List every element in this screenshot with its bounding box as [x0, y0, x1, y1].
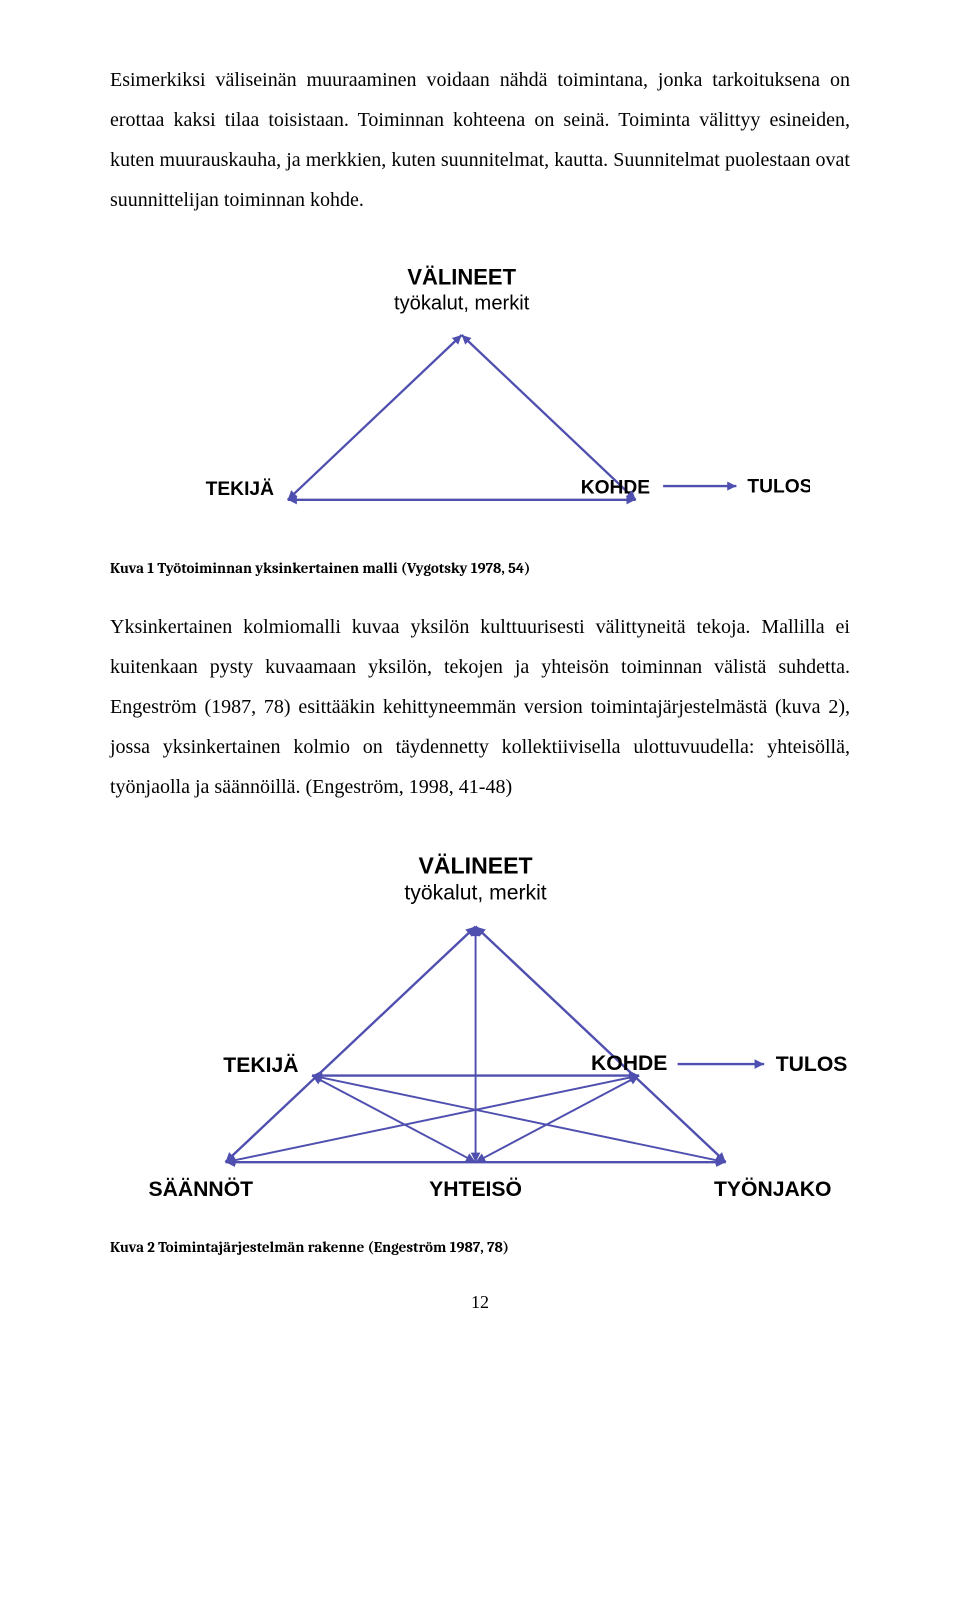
edge-top-left — [288, 335, 462, 500]
figure-1-caption: Kuva 1 Työtoiminnan yksinkertainen malli… — [110, 559, 850, 577]
edge-top-right — [462, 335, 636, 500]
paragraph-2: Yksinkertainen kolmiomalli kuvaa yksilön… — [110, 607, 850, 807]
arrowhead-icon — [727, 481, 736, 490]
edge-right-bleft — [225, 1076, 639, 1163]
figure-1: VÄLINEET työkalut, merkit TEKIJÄ KOHDE T… — [150, 248, 810, 541]
paragraph-1: Esimerkiksi väliseinän muuraaminen voida… — [110, 60, 850, 220]
edge-left-bright — [312, 1076, 726, 1163]
figure-2-caption: Kuva 2 Toimintajärjestelmän rakenne (Eng… — [110, 1238, 850, 1256]
edge-right-bmid — [476, 1076, 640, 1163]
label-tulos: TULOS — [776, 1053, 848, 1076]
label-tyonjako: TYÖNJAKO — [714, 1176, 832, 1201]
label-tekija: TEKIJÄ — [223, 1053, 298, 1077]
label-saannot: SÄÄNNÖT — [148, 1176, 253, 1201]
edge-left-bmid — [312, 1076, 476, 1163]
label-top-line1: VÄLINEET — [407, 265, 516, 290]
figure-2: VÄLINEET työkalut, merkit TEKIJÄ KOHDE T… — [110, 835, 870, 1220]
label-tekija: TEKIJÄ — [206, 479, 274, 500]
edge-top-bleft — [225, 926, 475, 1162]
label-kohde: KOHDE — [581, 477, 651, 498]
triangle-diagram-2: VÄLINEET työkalut, merkit TEKIJÄ KOHDE T… — [110, 835, 870, 1220]
arrowhead-icon — [755, 1059, 765, 1069]
label-top-line2: työkalut, merkit — [404, 882, 546, 905]
triangle-diagram-1: VÄLINEET työkalut, merkit TEKIJÄ KOHDE T… — [150, 248, 810, 541]
label-tulos: TULOS — [747, 476, 810, 497]
page-number: 12 — [110, 1292, 850, 1313]
label-top-line1: VÄLINEET — [419, 853, 533, 879]
label-kohde: KOHDE — [591, 1052, 667, 1075]
edge-top-bright — [476, 926, 726, 1162]
label-top-line2: työkalut, merkit — [394, 292, 530, 314]
label-yhteiso: YHTEISÖ — [429, 1176, 522, 1201]
document-page: Esimerkiksi väliseinän muuraaminen voida… — [0, 0, 960, 1353]
